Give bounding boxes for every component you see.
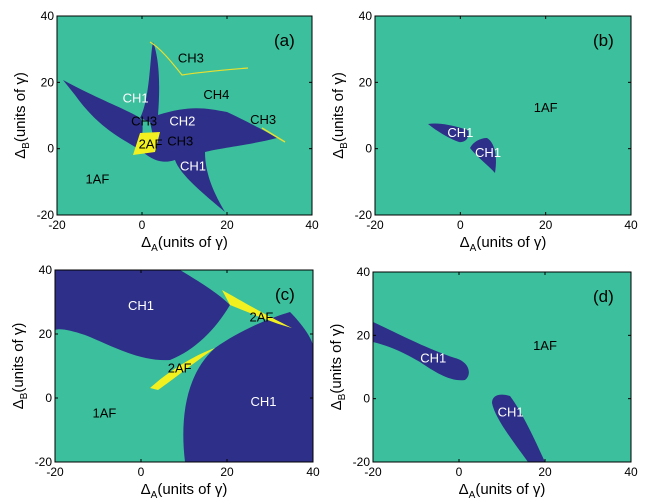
x-tick-label: -20 — [48, 218, 66, 232]
x-tick-label: 20 — [220, 218, 234, 232]
x-tick-label: -20 — [46, 465, 64, 479]
panel-d-region-labels: CH1 1AF CH1 (d) — [420, 287, 614, 419]
panel-a-ticks: -20 0 20 40 -20 0 20 40 — [37, 9, 319, 232]
panel-d: CH1 1AF CH1 (d) -20 0 20 40 -20 0 20 40 — [353, 265, 638, 479]
panel-a-ch3-tip — [261, 127, 286, 143]
x-tick-label: 0 — [139, 218, 146, 232]
region-label-ch4: CH4 — [203, 87, 229, 102]
region-label-ch1: CH1 — [420, 351, 446, 366]
x-axis-label: ΔA(units of γ) — [141, 234, 228, 254]
x-axis-label: ΔA(units of γ) — [460, 234, 547, 254]
x-tick-label: 40 — [306, 465, 320, 479]
x-tick-label: 20 — [539, 218, 553, 232]
x-tick-label: 40 — [624, 218, 638, 232]
panel-label: (d) — [593, 287, 614, 306]
region-label-ch3: CH3 — [167, 133, 193, 148]
y-tick-label: 0 — [45, 391, 52, 405]
region-label-1af: 1AF — [93, 405, 117, 420]
panel-c-ch1-region-top — [55, 270, 230, 361]
y-axis-label: ΔB(units of γ) — [330, 72, 350, 159]
panel-d-ch1-region-left — [373, 322, 469, 381]
y-tick-label: 40 — [357, 265, 371, 279]
region-label-2af: 2AF — [139, 137, 163, 152]
x-axis-label: ΔA(units of γ) — [459, 481, 546, 501]
panel-b-frame — [374, 15, 632, 216]
y-axis-label: ΔB(units of γ) — [12, 72, 32, 159]
region-label-ch1: CH1 — [123, 90, 149, 105]
region-label-ch3: CH3 — [178, 50, 204, 65]
y-tick-label: 0 — [365, 142, 372, 156]
region-label-ch2: CH2 — [169, 113, 195, 128]
x-tick-label: -20 — [366, 218, 384, 232]
y-tick-label: 0 — [363, 392, 370, 406]
x-tick-label: 0 — [138, 465, 145, 479]
region-label-1af: 1AF — [533, 338, 557, 353]
panel-b-ticks: -20 0 20 40 -20 0 20 40 — [355, 9, 638, 232]
panel-a: CH1 CH3 CH4 CH3 CH2 CH3 2AF CH3 CH1 1AF (a) -20 0 20… — [37, 9, 319, 232]
panel-label: (a) — [274, 31, 295, 50]
panel-a-ch3-boundary — [149, 41, 249, 76]
region-label-ch1: CH1 — [498, 404, 524, 419]
region-label-1af: 1AF — [534, 100, 558, 115]
region-label-2af: 2AF — [249, 309, 273, 324]
panel-label: (b) — [593, 31, 614, 50]
y-tick-label: 20 — [39, 327, 53, 341]
y-tick-label: -20 — [37, 208, 55, 222]
panel-a-region-labels: CH1 CH3 CH4 CH3 CH2 CH3 2AF CH3 CH1 1AF (a) — [85, 31, 294, 187]
y-tick-label: 20 — [359, 75, 373, 89]
x-tick-label: 0 — [457, 218, 464, 232]
x-tick-label: 40 — [624, 465, 638, 479]
y-axis-label: ΔB(units of γ) — [328, 324, 348, 411]
region-label-1af: 1AF — [85, 172, 109, 187]
y-tick-label: -20 — [355, 208, 373, 222]
panel-label: (c) — [275, 285, 295, 304]
y-tick-label: 40 — [359, 9, 373, 23]
panel-c: CH1 2AF 2AF 1AF CH1 (c) -20 0 20 40 -20 0 20 40 — [35, 263, 320, 479]
region-label-ch1: CH1 — [475, 145, 501, 160]
panel-b-background — [375, 16, 631, 215]
panel-a-2af-region — [133, 132, 160, 155]
panel-a-ch2-region — [167, 114, 220, 150]
y-tick-label: 40 — [39, 263, 53, 277]
region-label-ch1: CH1 — [251, 394, 277, 409]
y-tick-label: -20 — [353, 455, 371, 469]
panel-c-ch1-region-bottom — [183, 312, 313, 462]
panel-c-region-labels: CH1 2AF 2AF 1AF CH1 (c) — [93, 285, 295, 420]
region-label-ch1: CH1 — [180, 158, 206, 173]
x-tick-label: 20 — [538, 465, 552, 479]
region-label-2af: 2AF — [168, 361, 192, 376]
panel-a-frame — [56, 15, 313, 216]
y-tick-label: 40 — [41, 9, 55, 23]
panel-c-frame — [54, 269, 314, 463]
panel-c-2af-region-lower — [150, 348, 215, 390]
x-tick-label: 20 — [220, 465, 234, 479]
x-tick-label: 40 — [305, 218, 319, 232]
panel-d-background — [373, 272, 631, 462]
panel-d-frame — [372, 271, 632, 463]
x-axis-label: ΔA(units of γ) — [141, 481, 228, 501]
panel-d-ch1-region-right — [492, 394, 545, 462]
y-tick-label: 20 — [41, 75, 55, 89]
panel-b-ch1-region-left — [428, 123, 469, 143]
panel-d-ticks: -20 0 20 40 -20 0 20 40 — [353, 265, 638, 479]
panel-c-ticks: -20 0 20 40 -20 0 20 40 — [35, 263, 320, 479]
region-label-ch3: CH3 — [131, 113, 157, 128]
region-label-ch1: CH1 — [447, 125, 473, 140]
axis-titles: ΔA(units of γ) ΔB(units of γ) ΔA(units of … — [10, 72, 546, 501]
region-label-ch1: CH1 — [128, 298, 154, 313]
y-tick-label: 0 — [47, 142, 54, 156]
region-label-ch3: CH3 — [250, 112, 276, 127]
y-tick-label: 20 — [357, 328, 371, 342]
x-tick-label: -20 — [364, 465, 382, 479]
panel-b-ch1-region-right — [470, 138, 497, 173]
y-axis-label: ΔB(units of γ) — [10, 323, 30, 410]
y-tick-label: -20 — [35, 455, 53, 469]
x-tick-label: 0 — [456, 465, 463, 479]
